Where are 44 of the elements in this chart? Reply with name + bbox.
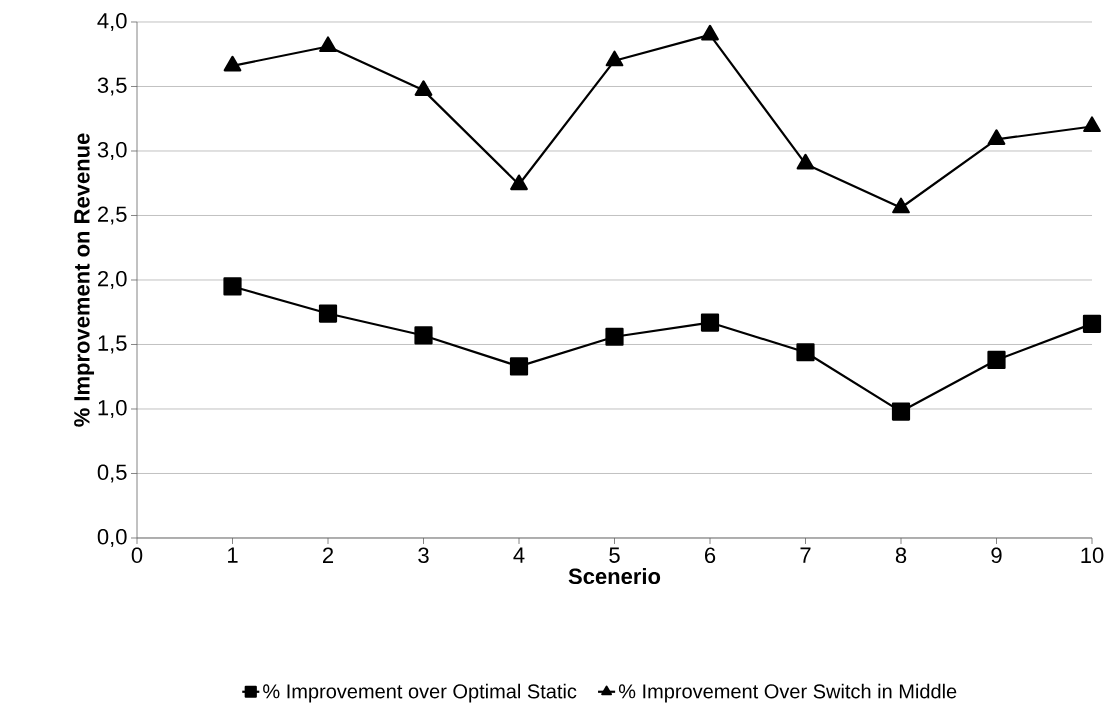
x-tick-label: 8 [895, 547, 907, 564]
point [414, 326, 433, 345]
point [223, 277, 242, 296]
point [319, 36, 337, 53]
y-tick-label: 2,0 [98, 270, 127, 290]
x-tick-label: 7 [800, 547, 811, 563]
point [414, 80, 433, 96]
point [987, 350, 1006, 370]
x-tick-label: 5 [609, 547, 620, 563]
legend-label: % Improvement over Optimal Static [263, 683, 577, 703]
y-tick-label: 2,5 [98, 206, 127, 225]
y-tick-label: 0,0 [97, 528, 127, 548]
x-tick-label: 10 [1081, 547, 1104, 564]
x-tick-label: 1 [228, 547, 238, 563]
y-tick-label: 4,0 [97, 12, 127, 32]
y-tick-label: 0,5 [97, 464, 127, 483]
point [223, 55, 242, 72]
x-tick-label: 2 [323, 547, 334, 563]
point [700, 313, 720, 332]
x-tick-label: 0 [131, 547, 143, 564]
x-tick-label: 3 [418, 547, 429, 564]
x-tick-label: 6 [705, 547, 716, 564]
point [605, 327, 624, 346]
point [891, 402, 911, 421]
point [510, 174, 528, 191]
point [892, 197, 910, 214]
point [318, 304, 338, 323]
y-tick-label: 1,5 [98, 335, 127, 354]
point [1082, 314, 1102, 333]
point [605, 50, 624, 67]
y-axis-title: % Improvement on Revenue [74, 133, 95, 427]
point [796, 343, 815, 362]
x-tick-label: 9 [991, 547, 1002, 564]
point [701, 24, 719, 41]
point [1083, 116, 1101, 133]
point [796, 153, 815, 170]
x-tick-label: 4 [513, 547, 525, 563]
point [987, 129, 1006, 145]
x-axis-title: Scenerio [568, 567, 661, 585]
y-tick-label: 3,5 [97, 77, 127, 96]
y-tick-label: 3,0 [97, 141, 127, 161]
legend-label: % Improvement Over Switch in Middle [618, 683, 957, 703]
y-tick-label: 1,0 [98, 399, 127, 419]
point [509, 357, 529, 376]
